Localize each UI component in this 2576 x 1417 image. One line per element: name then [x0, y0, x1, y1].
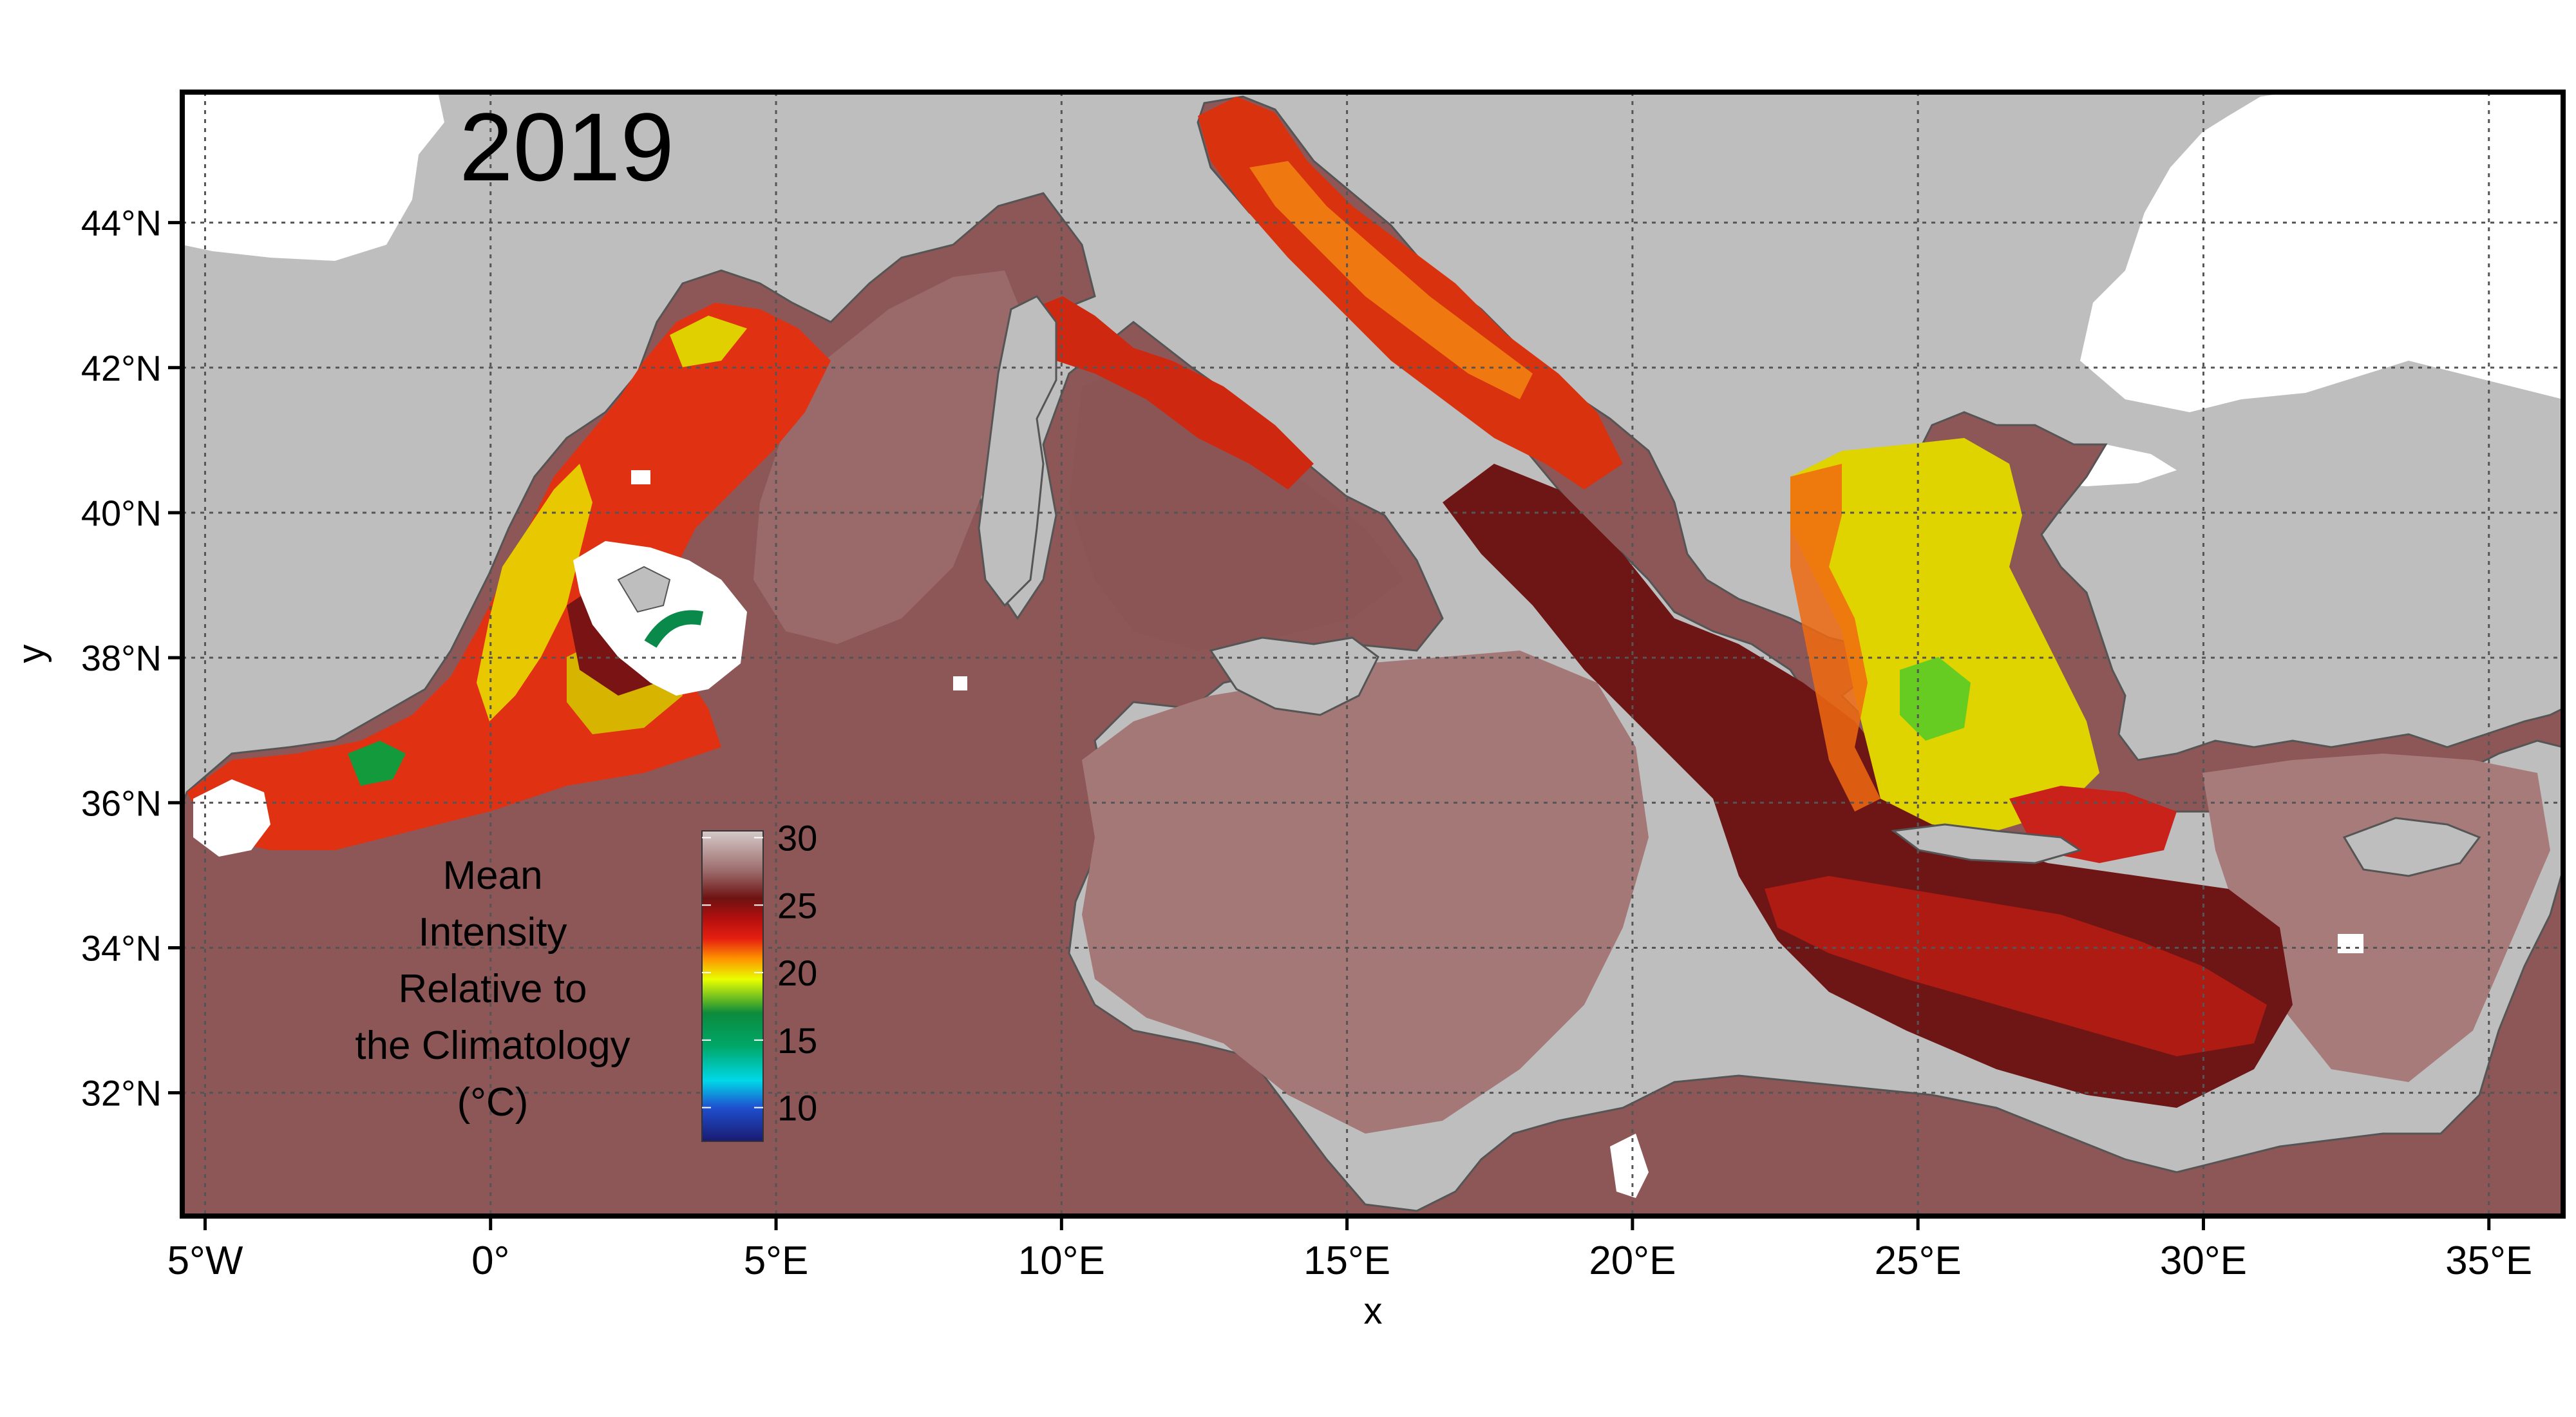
y-tick-label-2: 36°N [81, 783, 162, 823]
y-tick-label-6: 44°N [81, 203, 162, 243]
legend-title-line-2: Intensity [419, 910, 567, 955]
y-tick-label-3: 38°N [81, 638, 162, 678]
gulf-of-lion-yellow [670, 316, 747, 367]
colorbar-tick-label-3: 15 [777, 1020, 817, 1061]
y-axis-title: y [10, 645, 52, 663]
balearic-green-arc [644, 610, 704, 648]
x-tick-label-7: 30°E [2160, 1239, 2247, 1283]
aegean-orange-edge [1790, 464, 1880, 812]
corsica-sardinia-island [978, 295, 1057, 607]
legend-title-line-5: (°C) [457, 1080, 529, 1125]
balearic-white-patch [573, 541, 747, 696]
x-tick-label-8: 35°E [2445, 1239, 2532, 1283]
cyprus-island [2342, 817, 2481, 877]
aegean-hot-area [1790, 438, 2099, 831]
black-sea-white-area [2080, 92, 2563, 412]
x-tick-label-0: 5°W [167, 1239, 243, 1283]
axes: 5°W 0° 5°E 10°E 15°E 20°E 25°E 30°E 35°E 32°N 34°N… [81, 203, 2532, 1283]
y-tick-label-4: 40°N [81, 493, 162, 533]
aegean-green-patch [1900, 657, 1971, 741]
colorbar [701, 830, 764, 1142]
x-tick-label-6: 25°E [1875, 1239, 1962, 1283]
x-tick-label-2: 5°E [744, 1239, 809, 1283]
map-frame [180, 90, 2566, 1219]
x-axis-title: x [1364, 1290, 1383, 1332]
colorbar-ticks: 30 25 20 15 10 [702, 817, 817, 1128]
gibraltar-white-patch [193, 779, 270, 857]
map-layers [182, 92, 2563, 1216]
map-title: 2019 [459, 93, 674, 201]
gulf-of-sidra-white-patch [1610, 1134, 1649, 1198]
adriatic-orange [1249, 161, 1533, 399]
atlantic-white-area [182, 92, 444, 261]
ligurian-hot-band [1030, 296, 1314, 490]
colorbar-tick-label-0: 30 [777, 817, 817, 858]
colorbar-tick-label-4: 10 [777, 1088, 817, 1128]
legend-title-line-4: the Climatology [355, 1023, 630, 1068]
legend-title-line-1: Mean [442, 853, 542, 898]
y-tick-label-1: 34°N [81, 927, 162, 968]
x-tick-label-5: 20°E [1589, 1239, 1676, 1283]
colorbar-tick-label-1: 25 [777, 885, 817, 926]
small-white-patch-1 [631, 470, 650, 484]
cyprus-white-patch [2338, 934, 2363, 953]
colorbar-legend: Mean Intensity Relative to the Climatolo… [355, 817, 817, 1142]
gridlines [182, 92, 2563, 1216]
mallorca-island [617, 566, 671, 613]
x-tick-label-1: 0° [471, 1239, 509, 1283]
tyrrhenian-basin [1069, 361, 1404, 651]
spanish-coast-yellow [477, 464, 592, 721]
colorbar-tick-label-2: 20 [777, 953, 817, 993]
coastal-green-1 [348, 741, 406, 786]
x-tick-label-3: 10°E [1018, 1239, 1105, 1283]
crete-island [1891, 823, 2083, 864]
y-tick-label-0: 32°N [81, 1073, 162, 1114]
legend-title-line-3: Relative to [399, 967, 587, 1011]
libyan-coast-red [1765, 876, 2267, 1056]
y-tick-label-5: 42°N [81, 348, 162, 388]
small-white-patch-2 [953, 676, 967, 690]
x-tick-label-4: 15°E [1303, 1239, 1390, 1283]
central-basin-light [1082, 651, 1649, 1134]
